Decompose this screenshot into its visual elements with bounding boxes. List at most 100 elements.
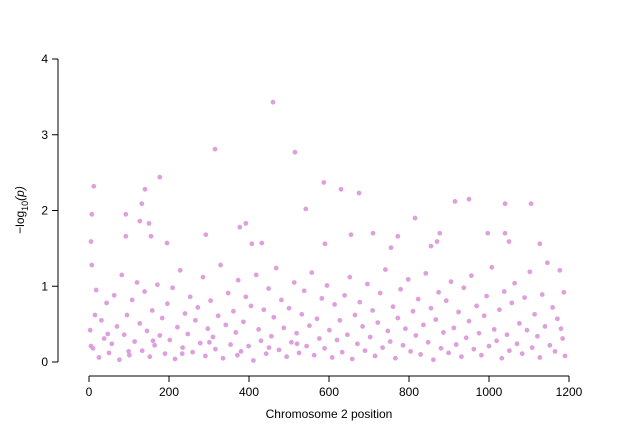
point <box>269 333 274 339</box>
point <box>481 313 487 319</box>
point <box>223 322 229 328</box>
point <box>459 354 464 360</box>
point <box>233 330 239 335</box>
point <box>388 245 394 251</box>
point <box>243 294 249 300</box>
point <box>348 232 354 238</box>
y-axis-label: −log10(p) <box>13 186 30 234</box>
point <box>529 345 535 351</box>
point <box>157 174 163 180</box>
point <box>356 190 362 196</box>
point <box>451 325 457 331</box>
point <box>322 241 328 247</box>
point <box>238 348 244 354</box>
point <box>195 305 201 310</box>
point <box>289 339 294 345</box>
point <box>165 301 170 307</box>
point <box>537 241 543 247</box>
point <box>362 348 368 354</box>
point <box>93 287 99 293</box>
point <box>149 308 155 313</box>
point <box>357 299 363 305</box>
point <box>150 338 156 344</box>
point <box>415 296 421 302</box>
point <box>225 290 231 296</box>
x-tick-label: 1000 <box>476 385 503 399</box>
y-tick-label: 2 <box>41 204 48 218</box>
point <box>253 272 259 278</box>
point <box>172 356 178 362</box>
point <box>152 342 158 348</box>
point <box>148 233 154 239</box>
point <box>360 323 365 329</box>
point <box>527 269 533 275</box>
point <box>383 267 388 272</box>
point <box>111 292 117 298</box>
point <box>385 328 391 334</box>
point <box>434 239 440 244</box>
point <box>147 354 153 360</box>
point <box>132 339 138 344</box>
point <box>421 322 426 328</box>
point <box>355 341 360 347</box>
point <box>134 280 140 285</box>
point <box>241 319 246 325</box>
point <box>555 316 560 322</box>
point <box>448 279 454 285</box>
point <box>294 330 299 336</box>
point <box>88 343 94 349</box>
point <box>562 353 568 359</box>
y-tick-label: 1 <box>41 279 48 293</box>
point <box>395 315 401 321</box>
point <box>485 230 491 236</box>
point <box>307 323 312 329</box>
point <box>237 224 243 230</box>
point <box>453 342 459 347</box>
point <box>276 347 282 353</box>
point <box>446 350 451 356</box>
point <box>425 339 431 345</box>
point <box>398 286 403 292</box>
point <box>436 289 441 295</box>
point <box>197 340 203 346</box>
point <box>497 307 502 313</box>
point <box>261 307 267 313</box>
point <box>329 355 335 360</box>
point <box>294 341 300 347</box>
point <box>463 335 469 341</box>
point <box>524 327 530 333</box>
point <box>332 302 337 307</box>
point <box>395 233 401 239</box>
point <box>286 305 292 311</box>
point <box>212 146 218 152</box>
point <box>489 264 495 270</box>
point <box>281 325 287 331</box>
point <box>558 326 564 332</box>
point <box>243 220 249 226</box>
y-label-suffix: (p) <box>13 186 27 201</box>
point <box>393 355 398 361</box>
point <box>466 318 472 324</box>
point <box>213 346 218 352</box>
point <box>235 277 241 283</box>
point <box>321 180 327 185</box>
point <box>412 215 418 221</box>
point <box>317 336 322 341</box>
point <box>324 283 330 288</box>
point <box>258 338 264 344</box>
point <box>352 312 358 318</box>
point <box>557 267 563 273</box>
point <box>263 351 269 357</box>
point <box>142 289 148 294</box>
point <box>428 305 434 311</box>
point <box>256 327 261 332</box>
point <box>327 327 332 333</box>
point <box>144 328 150 334</box>
point <box>215 313 221 319</box>
point <box>539 292 545 297</box>
point <box>370 230 376 236</box>
point <box>126 352 132 358</box>
point <box>89 211 95 217</box>
point <box>550 305 555 310</box>
point <box>507 348 512 354</box>
